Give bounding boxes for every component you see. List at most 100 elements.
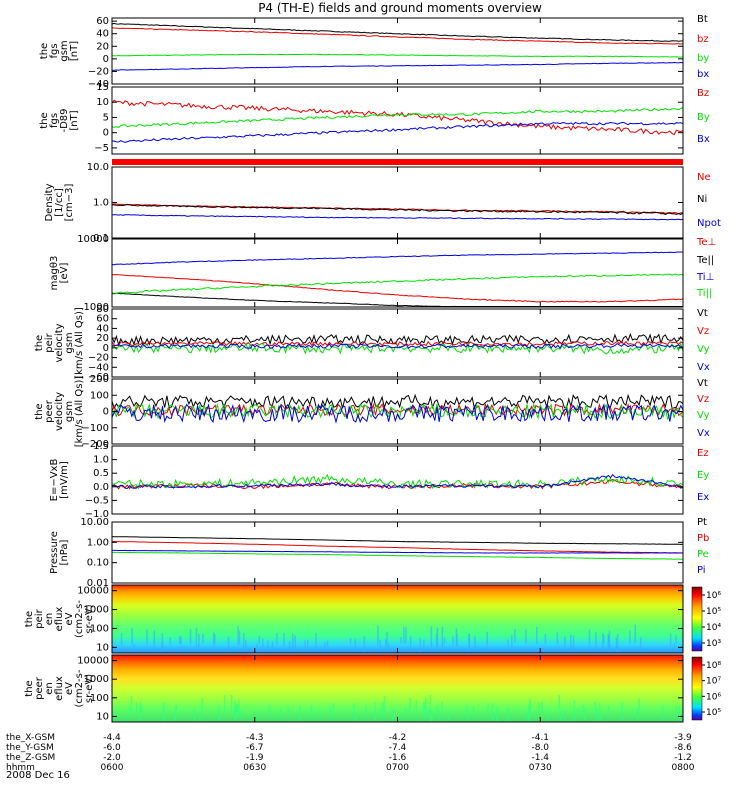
- spectrogram-streak: [669, 633, 672, 647]
- y-tick-label: −5: [94, 143, 109, 154]
- y-tick-label: 1.5: [93, 441, 109, 452]
- spectrogram-streak: [234, 708, 237, 720]
- series-Te⊥-line: [111, 274, 684, 303]
- y-axis-label: gsm: [64, 332, 75, 353]
- spectrogram-streak: [430, 626, 433, 646]
- orbit-value: -8.0: [531, 743, 549, 753]
- spectrogram-streak: [573, 699, 576, 720]
- spectrogram-streak: [329, 705, 332, 715]
- spectrogram-streak: [258, 711, 260, 720]
- legend-Vy: Vy: [697, 410, 710, 421]
- spectrogram-streak: [675, 705, 678, 717]
- spectrogram-streak: [256, 643, 258, 651]
- y-tick-label: 10: [96, 711, 109, 722]
- spectrogram-streak: [319, 709, 321, 717]
- y-axis-label: peir: [44, 332, 55, 352]
- y-tick-label: 0: [103, 343, 109, 354]
- y-tick-label: −20: [88, 353, 109, 364]
- colorbar-tick-label: 10³: [706, 639, 721, 649]
- y-tick-label: 0.01: [87, 578, 109, 589]
- spectrogram-streak: [423, 701, 426, 718]
- y-tick-label: 0: [103, 54, 109, 65]
- spectrogram-streak: [468, 633, 470, 653]
- legend-by: by: [697, 53, 709, 64]
- series-Ez-line: [111, 479, 684, 490]
- spectrogram-streak: [603, 635, 605, 644]
- y-tick-label: −100: [82, 423, 109, 434]
- spectrogram-streak: [243, 633, 245, 648]
- spectrogram-streak: [558, 694, 560, 713]
- orbit-value: 0800: [672, 763, 695, 773]
- orbit-value: -1.2: [674, 753, 692, 763]
- y-tick-label: 40: [96, 29, 109, 40]
- legend-Ex: Ex: [697, 492, 709, 503]
- spectrogram-streak: [556, 632, 559, 644]
- colorbar-tick-label: 10⁸: [706, 661, 721, 671]
- series-Vz-line: [111, 340, 684, 347]
- y-axis-label: magθ3: [49, 256, 60, 291]
- spectrogram-streak: [584, 707, 586, 721]
- spectrogram-streak: [258, 635, 261, 645]
- y-axis-label: (cm2-s-: [74, 600, 85, 638]
- y-axis-label: Density: [44, 183, 55, 221]
- legend-Pi: Pi: [697, 565, 706, 576]
- spectrogram-streak: [486, 631, 488, 650]
- y-tick-label: 60: [96, 314, 109, 325]
- series-Bt-line: [111, 22, 684, 42]
- spectrogram-streak: [386, 631, 388, 651]
- series-by-line: [111, 53, 684, 58]
- spectrogram-streak: [218, 704, 220, 721]
- y-axis-label: [eV]: [59, 263, 70, 284]
- spectrogram-streak: [365, 705, 367, 717]
- y-axis-label: the: [24, 611, 35, 627]
- spectrogram-streak: [212, 632, 215, 646]
- y-tick-label: −1.0: [85, 509, 109, 520]
- spectrogram-streak: [236, 704, 239, 718]
- series-Ti⊥-line: [111, 251, 684, 266]
- spectrogram-streak: [607, 705, 610, 713]
- series-bz-line: [111, 27, 684, 45]
- y-tick-label: −200: [82, 439, 109, 450]
- panel-10: 10⁸ 10⁷ 10⁶ 10⁵ 10000 1000 100 10 the peer en eflux…: [24, 654, 721, 723]
- y-axis-label: peer: [44, 399, 55, 423]
- spectrogram-streak: [615, 637, 618, 652]
- series-Vy-line: [111, 402, 684, 421]
- spectrogram-streak: [112, 710, 114, 719]
- spectrogram-streak: [130, 695, 133, 713]
- y-tick-label: −60: [88, 372, 109, 383]
- spectrogram-streak: [193, 707, 195, 722]
- colorbar-tick-label: 10⁵: [706, 708, 721, 718]
- spectrogram-streak: [609, 644, 611, 653]
- spectrogram-streak: [384, 639, 387, 649]
- y-tick-label: 10000: [77, 234, 109, 245]
- spectrogram-streak: [514, 628, 516, 644]
- y-axis-label: [cm−3]: [64, 184, 75, 222]
- spectrogram-streak: [178, 635, 181, 645]
- orbit-value: -7.4: [389, 743, 407, 753]
- legend-Ez: Ez: [697, 448, 709, 459]
- spectrogram-streak: [409, 636, 412, 650]
- orbit-row-label: the_Z-GSM: [6, 753, 55, 763]
- spectrogram-streak: [180, 636, 182, 645]
- legend-Pb: Pb: [697, 533, 709, 544]
- y-axis-label: [km/s (All Qs)]: [74, 307, 85, 379]
- spectrogram-streak: [227, 636, 230, 651]
- panel-9: 10⁶ 10⁵ 10⁴ 10³ 10000 1000 100 10 the peir en eflux…: [24, 584, 721, 654]
- spectrogram-streak: [415, 700, 418, 715]
- orbit-row-label: the_X-GSM: [6, 733, 55, 743]
- spectrogram-streak: [169, 637, 172, 646]
- legend-bz: bz: [697, 34, 709, 45]
- y-axis-label: E=−VxB: [49, 459, 60, 502]
- panel-frame: [111, 445, 684, 515]
- spectrogram-streak: [621, 702, 624, 720]
- y-tick-label: 100: [90, 693, 109, 704]
- y-axis-label: [mV/m]: [59, 461, 70, 499]
- y-tick-label: 200: [90, 374, 109, 385]
- panel-2: Bz By Bx 15 10 5 0 −5 the fgs -D89 [nT]: [39, 82, 710, 155]
- legend-Vt: Vt: [697, 378, 708, 389]
- spectrogram-streak: [425, 697, 427, 713]
- spectrogram-streak: [430, 709, 432, 722]
- spectrogram-streak: [443, 637, 446, 644]
- spectrogram-streak: [507, 707, 509, 722]
